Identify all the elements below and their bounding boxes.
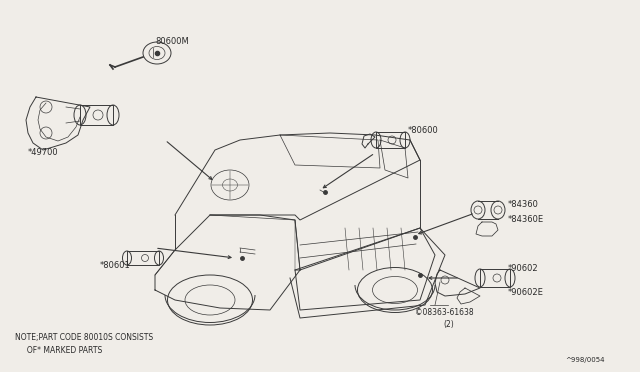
Text: ©08363-61638: ©08363-61638 [415, 308, 474, 317]
Text: 80600M: 80600M [155, 37, 189, 46]
Text: (2): (2) [443, 320, 454, 329]
Text: OF* MARKED PARTS: OF* MARKED PARTS [15, 346, 102, 355]
Text: NOTE;PART CODE 80010S CONSISTS: NOTE;PART CODE 80010S CONSISTS [15, 333, 153, 342]
Text: *84360E: *84360E [508, 215, 544, 224]
Text: ^998/0054: ^998/0054 [565, 357, 605, 363]
Text: *90602E: *90602E [508, 288, 544, 297]
Text: *49700: *49700 [28, 148, 59, 157]
Text: *80601: *80601 [100, 261, 131, 270]
Text: *80600: *80600 [408, 126, 439, 135]
Text: *90602: *90602 [508, 264, 539, 273]
Text: *84360: *84360 [508, 200, 539, 209]
